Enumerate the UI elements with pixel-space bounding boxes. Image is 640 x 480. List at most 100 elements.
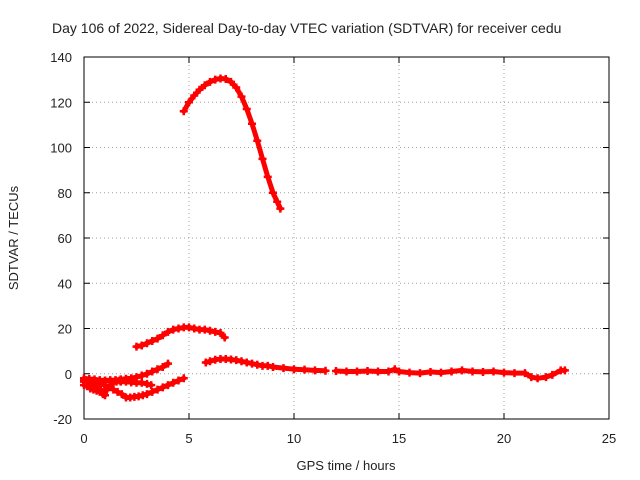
data-point <box>174 376 183 385</box>
x-tick-label: 10 <box>287 431 301 446</box>
data-point <box>206 357 214 366</box>
data-point <box>137 371 146 380</box>
series-arc-low-a <box>201 355 330 375</box>
x-tick-label: 5 <box>185 431 192 446</box>
data-point <box>220 333 229 342</box>
data-point <box>510 369 519 378</box>
x-tick-label: 25 <box>602 431 616 446</box>
data-point <box>276 204 285 213</box>
y-tick-label: 0 <box>65 367 72 382</box>
data-point <box>158 331 167 340</box>
data-point <box>395 367 403 376</box>
data-point <box>153 334 162 343</box>
data-point <box>489 367 498 376</box>
series-arc-start-e <box>80 376 105 394</box>
data-point <box>148 336 157 345</box>
data-point <box>290 365 298 374</box>
y-tick-label: 20 <box>58 322 72 337</box>
data-point <box>113 387 122 396</box>
data-point <box>458 366 466 375</box>
data-point <box>353 367 361 376</box>
chart-title: Day 106 of 2022, Sidereal Day-to-day VTE… <box>52 20 561 36</box>
data-point <box>148 367 157 376</box>
data-point <box>101 381 109 390</box>
data-point <box>92 383 101 392</box>
data-point <box>117 390 126 399</box>
y-tick-label: 60 <box>58 231 72 246</box>
x-tick-label: 15 <box>392 431 406 446</box>
data-point <box>426 367 435 376</box>
data-point <box>88 381 97 390</box>
data-point <box>195 85 204 94</box>
data-point <box>533 374 542 383</box>
x-tick-label: 20 <box>497 431 511 446</box>
y-tick-label: 80 <box>58 186 72 201</box>
data-point <box>237 92 246 101</box>
data-point <box>153 385 162 394</box>
data-point <box>263 172 272 181</box>
data-point <box>363 367 372 376</box>
data-point <box>169 378 178 387</box>
data-point <box>269 362 277 371</box>
data-point <box>479 367 487 376</box>
data-point <box>248 119 256 128</box>
data-point <box>84 378 93 387</box>
data-point <box>148 387 157 396</box>
data-point <box>96 385 105 394</box>
data-point <box>437 368 445 377</box>
data-point <box>384 367 393 376</box>
data-point <box>143 369 151 378</box>
data-point <box>548 370 557 379</box>
x-axis-label: GPS time / hours <box>297 458 396 473</box>
data-point <box>227 77 235 86</box>
data-series <box>80 74 569 402</box>
data-point <box>311 366 319 375</box>
data-point <box>137 341 146 350</box>
data-point <box>158 362 167 371</box>
data-point <box>332 367 340 376</box>
data-point <box>109 385 118 394</box>
data-point <box>206 77 214 86</box>
data-point <box>258 154 267 163</box>
data-point <box>300 365 309 374</box>
data-point <box>242 105 251 114</box>
data-point <box>179 374 188 383</box>
data-point <box>179 107 188 116</box>
data-point <box>101 391 109 400</box>
series-arc-mid <box>132 323 229 351</box>
y-tick-label: -20 <box>53 412 72 427</box>
series-arc-high <box>179 74 285 213</box>
y-axis-label: SDTVAR / TECUs <box>6 185 21 290</box>
data-point <box>253 136 262 145</box>
y-tick-label: 120 <box>50 95 72 110</box>
data-point <box>560 366 569 375</box>
data-point <box>405 368 414 377</box>
axis-ticks: 0 5 10 15 20 25 -20 0 20 40 60 80 100 120 140 <box>50 50 616 446</box>
data-point <box>115 376 124 385</box>
data-point <box>147 381 156 390</box>
data-point <box>164 327 172 336</box>
data-point <box>80 376 88 385</box>
data-point <box>500 368 508 377</box>
data-point <box>321 366 330 375</box>
x-tick-label: 0 <box>80 431 87 446</box>
data-point <box>190 91 199 100</box>
data-point <box>143 339 151 348</box>
data-point <box>279 364 288 373</box>
data-point <box>216 329 225 338</box>
data-point <box>153 365 162 374</box>
data-point <box>232 83 241 92</box>
y-tick-label: 100 <box>50 141 72 156</box>
data-point <box>342 367 351 376</box>
data-point <box>269 188 277 197</box>
data-point <box>374 367 382 376</box>
data-point <box>521 369 529 378</box>
data-point <box>542 373 550 382</box>
data-point <box>447 367 456 376</box>
data-point <box>105 383 114 392</box>
data-point <box>185 98 193 107</box>
data-point <box>221 74 230 83</box>
data-point <box>164 381 172 390</box>
data-point <box>200 81 209 90</box>
